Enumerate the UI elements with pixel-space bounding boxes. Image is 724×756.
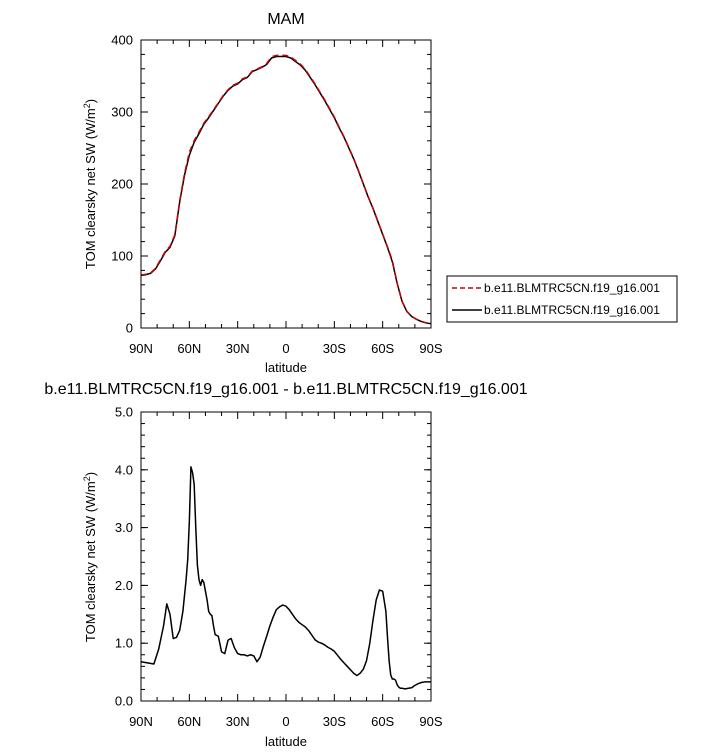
top-x-tick-label: 60S [371,341,394,356]
top-x-tick-label: 60N [177,341,201,356]
top-series-line-solid [140,55,432,325]
bottom-y-tick-label: 2.0 [115,578,133,593]
legend-entry-2: b.e11.BLMTRC5CN.f19_g16.001 [484,303,660,317]
bottom-y-label-sup: 2 [82,476,92,481]
top-panel: MAM 90N 60N 30N 0 30S 60S 90S 0 100 200 300 400 lat… [82,11,443,375]
top-series-line-dashed [140,54,432,325]
top-y-axis-label: TOM clearsky net SW (W/m2) [82,99,98,269]
top-x-tick-label: 30N [226,341,250,356]
bottom-y-tick-label: 4.0 [115,462,133,477]
top-y-tick-label: 300 [111,105,133,120]
top-x-tick-label: 0 [282,341,289,356]
bottom-chart-axes: 90N 60N 30N 0 30S 60S 90S 0.0 1.0 2.0 3.0 4.0 5.0 [115,405,443,730]
top-x-tick-label: 30S [323,341,346,356]
top-y-tick-label: 0 [126,321,133,336]
bottom-x-tick-label: 60S [371,714,394,729]
bottom-y-label-suffix: ) [83,472,98,476]
bottom-x-tick-label: 90N [129,714,153,729]
top-y-tick-label: 400 [111,33,133,48]
bottom-x-tick-label: 90S [419,714,442,729]
top-chart-axes: 90N 60N 30N 0 30S 60S 90S 0 100 200 300 400 [111,33,443,357]
bottom-x-tick-label: 30N [226,714,250,729]
top-x-axis-label: latitude [265,360,307,375]
bottom-y-tick-label: 3.0 [115,520,133,535]
top-chart-series [140,54,432,325]
top-y-tick-label: 100 [111,249,133,264]
bottom-chart-series [140,466,431,690]
top-x-tick-label: 90S [419,341,442,356]
bottom-y-tick-label: 1.0 [115,636,133,651]
bottom-x-tick-label: 0 [282,714,289,729]
bottom-series-line-solid [140,466,431,690]
top-y-label-main: TOM clearsky net SW (W/m [83,108,98,269]
bottom-y-axis-label: TOM clearsky net SW (W/m2) [82,472,98,642]
bottom-x-tick-label: 60N [177,714,201,729]
legend-entry-1: b.e11.BLMTRC5CN.f19_g16.001 [484,281,660,295]
bottom-chart-title: b.e11.BLMTRC5CN.f19_g16.001 - b.e11.BLMT… [44,381,527,398]
top-x-tick-label: 90N [129,341,153,356]
bottom-x-axis-label: latitude [265,734,307,749]
bottom-y-tick-label: 0.0 [115,694,133,709]
bottom-y-label-main: TOM clearsky net SW (W/m [83,481,98,642]
legend: b.e11.BLMTRC5CN.f19_g16.001 b.e11.BLMTRC… [446,275,678,323]
bottom-x-tick-label: 30S [323,714,346,729]
top-y-label-sup: 2 [82,103,92,108]
bottom-plot-frame [140,411,432,702]
top-y-tick-label: 200 [111,177,133,192]
top-y-label-suffix: ) [83,99,98,103]
bottom-panel: b.e11.BLMTRC5CN.f19_g16.001 - b.e11.BLMT… [44,381,527,749]
bottom-y-tick-label: 5.0 [115,405,133,420]
top-plot-frame [140,39,432,329]
top-chart-title: MAM [267,11,304,28]
legend-box [446,275,678,323]
